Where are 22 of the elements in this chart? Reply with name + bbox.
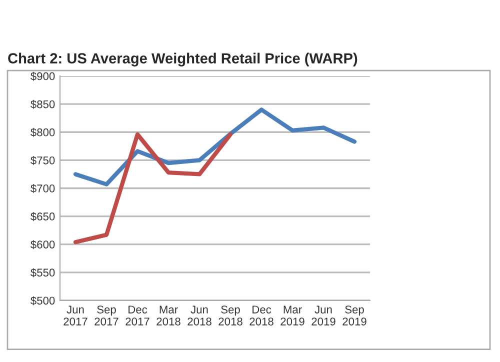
- x-tick-label: Mar 2019: [280, 306, 304, 326]
- y-tick-label: $700: [30, 184, 55, 194]
- x-tick-label: Mar 2018: [156, 306, 180, 326]
- line-series: [73, 132, 233, 244]
- x-tick-label: Dec 2018: [250, 306, 274, 326]
- chart-title: Chart 2: US Average Weighted Retail Price (WARP): [8, 52, 358, 66]
- y-tick-label: $650: [30, 212, 55, 222]
- x-tick-label: Sep 2019: [342, 306, 366, 326]
- x-tick-label: Jun 2018: [188, 306, 212, 326]
- y-tick-label: $550: [30, 268, 55, 278]
- x-tick-label: Dec 2017: [126, 306, 150, 326]
- y-tick-label: $900: [30, 72, 55, 81]
- x-tick-label: Jun 2019: [312, 306, 336, 326]
- y-tick-label: $500: [30, 296, 55, 306]
- y-tick-label: $800: [30, 128, 55, 137]
- y-tick-label: $600: [30, 240, 55, 250]
- x-tick-label: Sep 2017: [94, 306, 118, 326]
- x-tick-label: Jun 2017: [64, 306, 88, 326]
- y-tick-label: $750: [30, 156, 55, 165]
- y-tick-label: $850: [30, 100, 55, 109]
- x-tick-label: Sep 2018: [218, 306, 242, 326]
- line-series: [73, 108, 357, 186]
